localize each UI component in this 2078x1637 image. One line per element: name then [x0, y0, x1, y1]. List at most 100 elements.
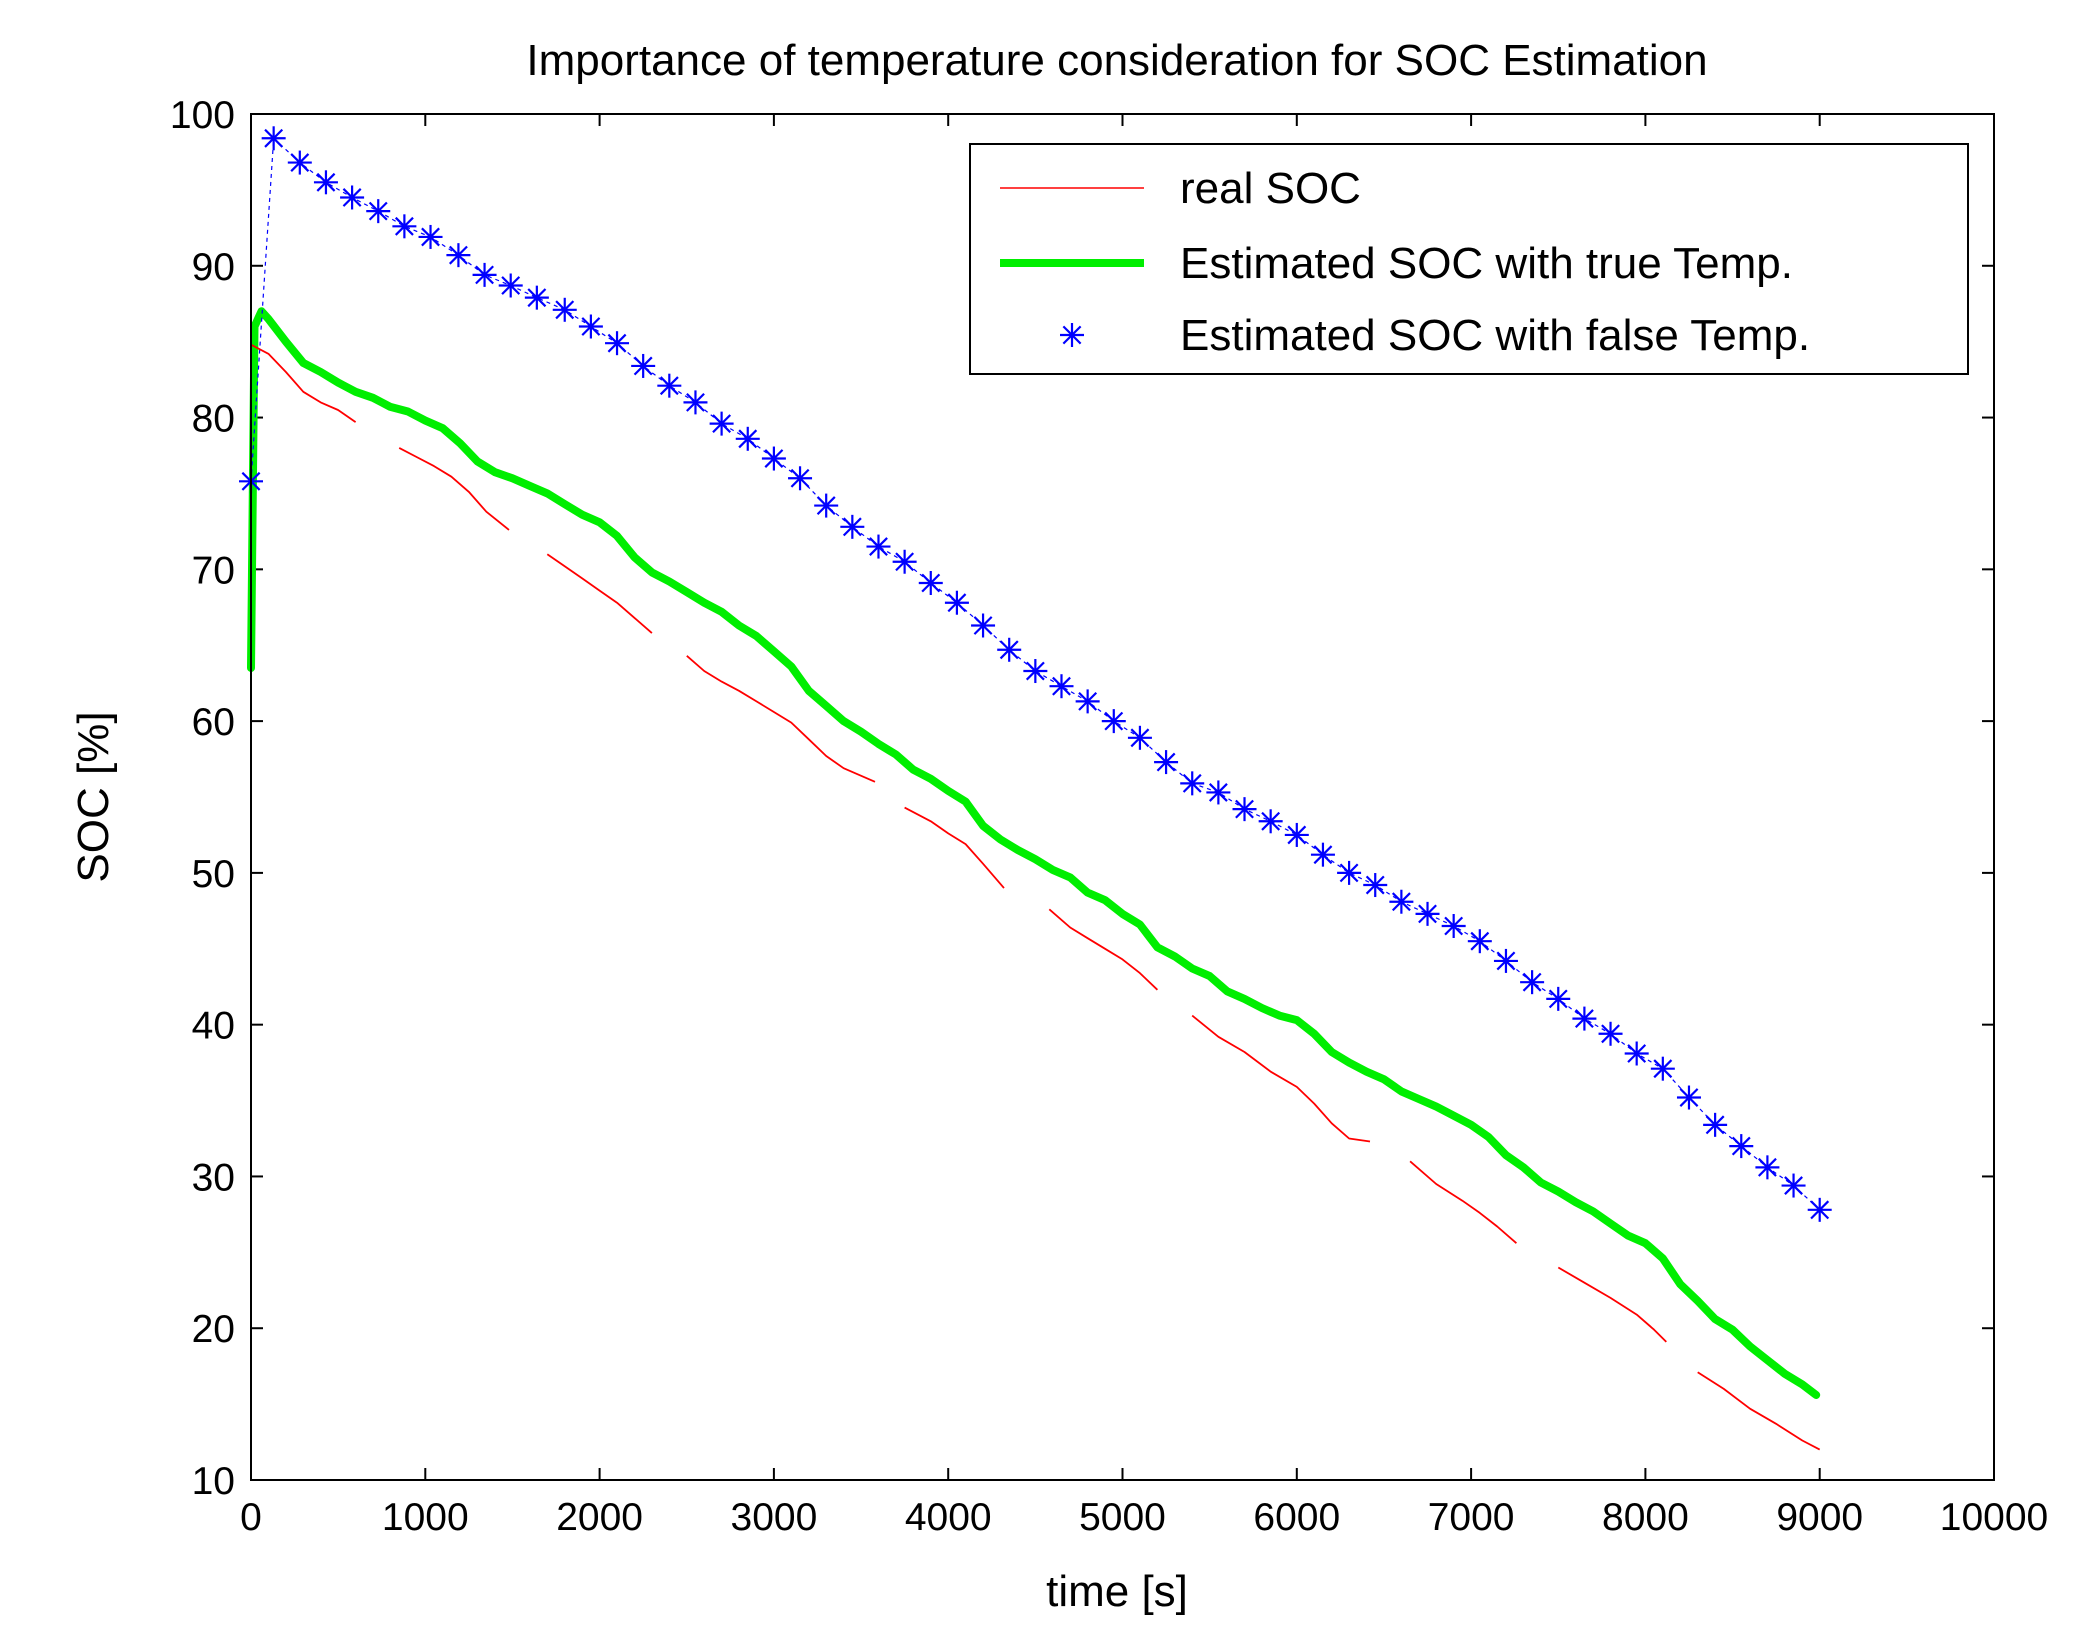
series-false-temp-point — [1624, 1041, 1649, 1066]
y-tick-label: 90 — [192, 246, 235, 289]
series-false-temp-point — [261, 126, 286, 151]
series-false-temp-point — [1049, 674, 1074, 699]
series-false-temp-point — [1363, 873, 1388, 898]
series-real-soc-segment — [398, 447, 510, 531]
series-real-soc-segment — [1409, 1160, 1517, 1244]
series-false-temp-point — [840, 514, 865, 539]
y-tick-label: 40 — [192, 1005, 235, 1048]
series-false-temp-point — [1781, 1173, 1806, 1198]
series-real-soc-segment — [546, 553, 653, 634]
series-false-temp-point — [472, 262, 497, 287]
series-false-temp-point — [1598, 1021, 1623, 1046]
series-real-soc-segment — [1697, 1371, 1821, 1451]
series-false-temp-point — [1127, 725, 1152, 750]
series-false-temp-point — [1650, 1056, 1675, 1081]
series-false-temp-point — [1729, 1134, 1754, 1159]
series-false-temp-point — [1520, 970, 1545, 995]
series-false-temp-point — [1676, 1085, 1701, 1110]
x-tick-label: 4000 — [905, 1496, 992, 1539]
plot-data — [239, 126, 1832, 1451]
series-false-temp-point — [1258, 809, 1283, 834]
series-false-temp-point — [524, 285, 549, 310]
series-false-temp-point — [366, 199, 391, 224]
series-false-temp-point — [446, 243, 471, 268]
legend-label-false-temp: Estimated SOC with false Temp. — [1180, 311, 1810, 360]
series-false-temp-point — [392, 214, 417, 239]
legend-asterisk-marker — [1060, 323, 1084, 347]
x-tick-label: 5000 — [1079, 1496, 1166, 1539]
y-tick-label: 50 — [192, 853, 235, 896]
series-false-temp-point — [578, 314, 603, 339]
legend: real SOC Estimated SOC with true Temp. E… — [969, 143, 1969, 375]
y-tick-label: 80 — [192, 398, 235, 441]
series-false-temp-point — [1154, 750, 1179, 775]
y-tick-label: 10 — [192, 1460, 235, 1503]
series-false-temp-point — [1389, 889, 1414, 914]
series-real-soc-segment — [686, 655, 876, 783]
series-false-temp-point — [892, 549, 917, 574]
x-tick-label: 6000 — [1253, 1496, 1340, 1539]
series-false-temp-point — [418, 224, 443, 249]
legend-label-real-soc: real SOC — [1180, 164, 1361, 213]
series-false-temp-point — [1337, 860, 1362, 885]
series-false-temp-point — [631, 353, 656, 378]
series-real-soc-segment — [904, 806, 1005, 889]
series-false-temp-point — [971, 613, 996, 638]
series-false-temp-point — [1232, 797, 1257, 822]
x-tick-label: 8000 — [1602, 1496, 1689, 1539]
series-false-temp-point — [1180, 771, 1205, 796]
series-false-temp-point — [552, 297, 577, 322]
series-real-soc-segment — [1048, 908, 1159, 991]
y-tick-label: 100 — [170, 94, 235, 137]
series-false-temp-point — [1755, 1155, 1780, 1180]
series-false-temp-point — [1101, 709, 1126, 734]
series-false-temp-point — [814, 493, 839, 518]
y-tick-label: 20 — [192, 1308, 235, 1351]
series-true-temp-line — [247, 307, 1821, 1399]
series-false-temp-point — [997, 637, 1022, 662]
y-tick-label: 70 — [192, 549, 235, 592]
series-false-temp-point — [1807, 1197, 1832, 1222]
chart-title: Importance of temperature consideration … — [526, 36, 1707, 85]
series-false-temp-point — [313, 170, 338, 195]
series-false-temp-point — [761, 446, 786, 471]
series-real-soc-segment — [1557, 1266, 1667, 1343]
series-false-temp-point — [1415, 901, 1440, 926]
series-false-temp-point — [657, 373, 682, 398]
x-tick-label: 1000 — [382, 1496, 469, 1539]
series-false-temp-point — [1023, 659, 1048, 684]
series-false-temp-point — [1467, 929, 1492, 954]
series-false-temp-point — [1206, 780, 1231, 805]
x-tick-label: 2000 — [556, 1496, 643, 1539]
x-tick-label: 10000 — [1940, 1496, 2048, 1539]
legend-swatch-false-temp — [1060, 323, 1084, 347]
x-tick-label: 9000 — [1776, 1496, 1863, 1539]
series-real-soc-segment — [1191, 1014, 1371, 1143]
series-false-temp-point — [1284, 822, 1309, 847]
series-false-temp-point — [1493, 948, 1518, 973]
x-tick-label: 7000 — [1428, 1496, 1515, 1539]
x-tick-label: 0 — [240, 1496, 262, 1539]
series-false-temp-point — [287, 150, 312, 175]
y-tick-label: 30 — [192, 1156, 235, 1199]
plot-frame — [250, 113, 1995, 1481]
series-false-temp-point — [866, 534, 891, 559]
series-false-temp-point — [1703, 1112, 1728, 1137]
series-false-temp-point — [340, 185, 365, 210]
series-false-temp-point — [1310, 842, 1335, 867]
x-axis-label: time [s] — [1046, 1567, 1188, 1616]
series-false-temp-point — [918, 570, 943, 595]
series-false-temp-point — [683, 390, 708, 415]
series-real-soc-segment — [250, 343, 357, 423]
series-false-temp-point — [709, 411, 734, 436]
series-false-temp-point — [1572, 1006, 1597, 1031]
legend-label-true-temp: Estimated SOC with true Temp. — [1180, 239, 1793, 288]
series-false-temp-point — [1546, 986, 1571, 1011]
y-axis-label: SOC [%] — [69, 711, 118, 882]
y-tick-label: 60 — [192, 701, 235, 744]
series-false-temp-point — [944, 590, 969, 615]
series-false-temp-point — [788, 466, 813, 491]
series-false-temp-point — [498, 273, 523, 298]
x-tick-label: 3000 — [731, 1496, 818, 1539]
